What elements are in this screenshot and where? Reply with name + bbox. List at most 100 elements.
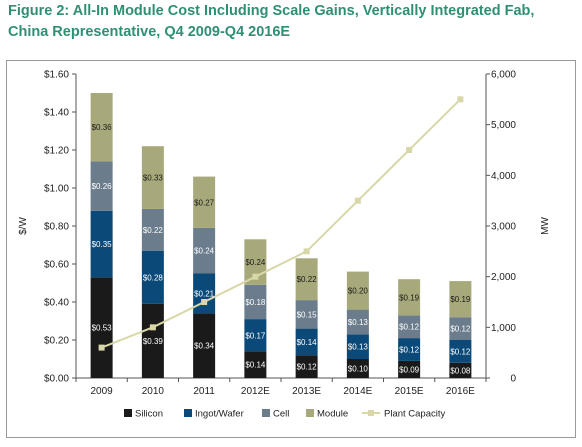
bar-cell	[295, 300, 318, 329]
bars: $0.53 $0.35 $0.26 $0.36 $0.39 $0.28 $0.22 $0.33…	[90, 93, 472, 378]
plant-capacity-point	[252, 273, 259, 280]
data-label-silicon: $0.39	[143, 337, 164, 346]
legend-label-ingot-wafer: Ingot/Wafer	[195, 409, 244, 420]
bar-module	[193, 176, 216, 228]
data-label-cell: $0.13	[348, 318, 369, 327]
bar-module	[398, 279, 421, 316]
data-label-module: $0.19	[450, 295, 471, 304]
bar-silicon	[90, 277, 113, 378]
bar-cell	[141, 208, 164, 251]
bar-module	[90, 93, 113, 162]
bar-ingot-wafer	[398, 338, 421, 361]
data-label-cell: $0.15	[297, 310, 318, 319]
y-tick-label-left: $1.20	[44, 146, 69, 157]
bar-module	[346, 271, 369, 310]
x-tick-label: 2014E	[343, 386, 372, 397]
plant-capacity-point	[149, 324, 156, 331]
x-tick-label: 2012E	[241, 386, 270, 397]
data-label-silicon: $0.09	[399, 365, 420, 374]
y-axis-label-left: $/W	[18, 217, 29, 235]
bar-silicon	[449, 362, 472, 378]
data-label-ingot-wafer: $0.12	[450, 347, 471, 356]
legend-label-cell: Cell	[273, 409, 289, 420]
bar-cell	[90, 161, 113, 211]
plant-capacity-point	[98, 344, 105, 351]
bar-ingot-wafer	[346, 334, 369, 359]
bar-module	[295, 258, 318, 301]
legend-label-plant-capacity: Plant Capacity	[384, 409, 446, 420]
bar-silicon	[244, 351, 267, 378]
plant-capacity-point	[303, 248, 310, 255]
axes: $0.00 $0.20 $0.40 $0.60 $0.80 $1.00 $1.20 $1.40…	[18, 70, 551, 398]
legend-swatch-cell	[262, 409, 270, 417]
y-tick-label-right: 1,000	[491, 323, 516, 334]
y-tick-label-left: $0.80	[44, 222, 69, 233]
y-tick-label-right: 4,000	[491, 171, 516, 182]
bar-cell	[449, 317, 472, 340]
data-label-module: $0.22	[297, 275, 318, 284]
plant-capacity-point	[406, 147, 413, 153]
bar-ingot-wafer	[141, 250, 164, 304]
plant-capacity-point	[201, 299, 208, 305]
data-label-cell: $0.24	[194, 247, 215, 256]
data-label-silicon: $0.34	[194, 342, 215, 351]
data-label-ingot-wafer: $0.14	[297, 338, 318, 347]
plant-capacity-line	[98, 96, 464, 351]
bar-ingot-wafer	[295, 328, 318, 356]
y-tick-label-left: $0.00	[44, 374, 69, 385]
data-label-ingot-wafer: $0.17	[245, 331, 266, 340]
y-tick-label-right: 6,000	[491, 70, 516, 81]
y-tick-label-left: $1.40	[44, 108, 69, 119]
bar-silicon	[295, 355, 318, 378]
data-label-silicon: $0.10	[348, 365, 369, 374]
bar-cell	[193, 227, 216, 274]
bar-silicon	[193, 313, 216, 378]
legend-swatch-silicon	[124, 409, 132, 417]
legend-swatch-ingot-wafer	[184, 409, 192, 417]
data-label-module: $0.24	[245, 258, 266, 267]
y-tick-label-left: $1.00	[44, 184, 69, 195]
plant-capacity-series-line	[101, 98, 462, 349]
bar-cell	[244, 284, 267, 320]
bar-cell	[346, 309, 369, 335]
bar-ingot-wafer	[193, 273, 216, 314]
data-label-cell: $0.26	[92, 182, 113, 191]
data-label-module: $0.27	[194, 198, 215, 207]
y-tick-label-left: $0.60	[44, 260, 69, 271]
y-tick-label-left: $1.60	[44, 70, 69, 81]
plant-capacity-point	[354, 197, 361, 204]
y-tick-label-right: 0	[510, 374, 516, 385]
x-tick-label: 2009	[91, 386, 114, 397]
bar-module	[449, 281, 472, 318]
y-axis-label-right: MW	[540, 217, 551, 235]
legend-swatch-module	[306, 409, 314, 417]
chart-frame	[6, 60, 576, 438]
data-label-module: $0.33	[143, 174, 164, 183]
data-label-ingot-wafer: $0.28	[143, 273, 164, 282]
data-label-module: $0.19	[399, 293, 420, 302]
bar-silicon	[346, 359, 369, 378]
legend: Silicon Ingot/Wafer Cell Module Plant Capaci…	[124, 409, 446, 420]
bar-ingot-wafer	[449, 340, 472, 363]
data-label-module: $0.20	[348, 287, 369, 296]
data-label-silicon: $0.53	[92, 324, 113, 333]
data-label-cell: $0.22	[143, 226, 164, 235]
bar-silicon	[398, 360, 421, 378]
data-label-module: $0.36	[92, 123, 113, 132]
plant-capacity-point	[457, 96, 464, 103]
y-tick-label-left: $0.20	[44, 336, 69, 347]
bar-ingot-wafer	[244, 319, 267, 352]
legend-label-silicon: Silicon	[135, 409, 163, 420]
y-tick-label-right: 3,000	[491, 222, 516, 233]
legend-swatch-marker-plant-capacity	[368, 410, 374, 416]
x-tick-label: 2013E	[292, 386, 321, 397]
legend-label-module: Module	[317, 409, 348, 420]
data-label-silicon: $0.08	[450, 366, 471, 375]
y-tick-label-left: $0.40	[44, 298, 69, 309]
bar-ingot-wafer	[90, 210, 113, 278]
data-label-cell: $0.12	[450, 325, 471, 334]
data-label-ingot-wafer: $0.12	[399, 346, 420, 355]
figure-title: Figure 2: All-In Module Cost Including S…	[8, 3, 535, 40]
data-label-silicon: $0.14	[245, 361, 266, 370]
y-tick-label-right: 5,000	[491, 120, 516, 131]
